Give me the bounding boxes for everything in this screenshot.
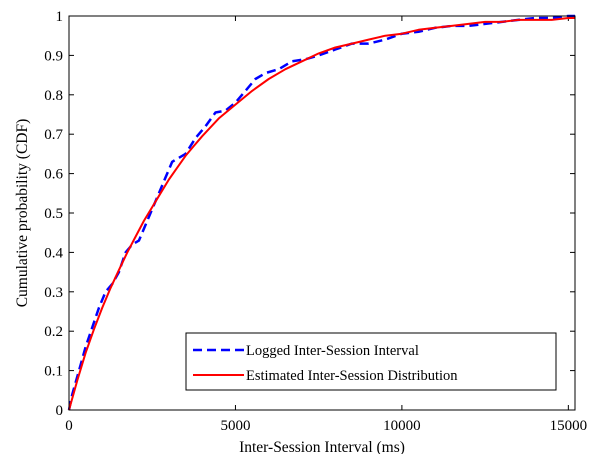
y-tick-label: 0.2	[44, 324, 63, 340]
y-tick-label: 0.3	[44, 285, 63, 301]
x-tick-label: 0	[65, 418, 73, 434]
x-tick-label: 15000	[550, 418, 588, 434]
legend-box	[185, 332, 557, 391]
series-line-estimated	[68, 17, 575, 411]
x-axis-label: Inter-Session Interval (ms)	[239, 439, 405, 454]
y-axis: 0 0.1 0.2 0.3 0.4 0.5 0.6 0.7 0.8 0.9 1	[44, 9, 575, 419]
plot-frame	[68, 15, 576, 411]
y-tick-label: 0.7	[44, 127, 63, 143]
y-tick-label: 0	[56, 403, 64, 419]
legend-label-estimated: Estimated Inter-Session Distribution	[246, 368, 458, 384]
plot-lines	[67, 14, 575, 411]
x-axis: 0 5000 10000 15000	[65, 16, 587, 434]
y-tick-label: 0.6	[44, 167, 63, 183]
y-tick-label: 0.9	[44, 48, 63, 64]
y-tick-label: 0.1	[44, 364, 63, 380]
x-tick-label: 5000	[220, 418, 250, 434]
legend-label-logged: Logged Inter-Session Interval	[246, 343, 419, 359]
y-tick-label: 0.8	[44, 88, 63, 104]
y-tick-label: 1	[56, 9, 64, 25]
legend: Logged Inter-Session Interval Estimated …	[185, 332, 557, 391]
y-tick-label: 0.5	[44, 206, 63, 222]
x-tick-label: 10000	[383, 418, 421, 434]
y-tick-label: 0.4	[44, 245, 63, 261]
y-axis-label: Cumulative probability (CDF)	[14, 119, 31, 308]
